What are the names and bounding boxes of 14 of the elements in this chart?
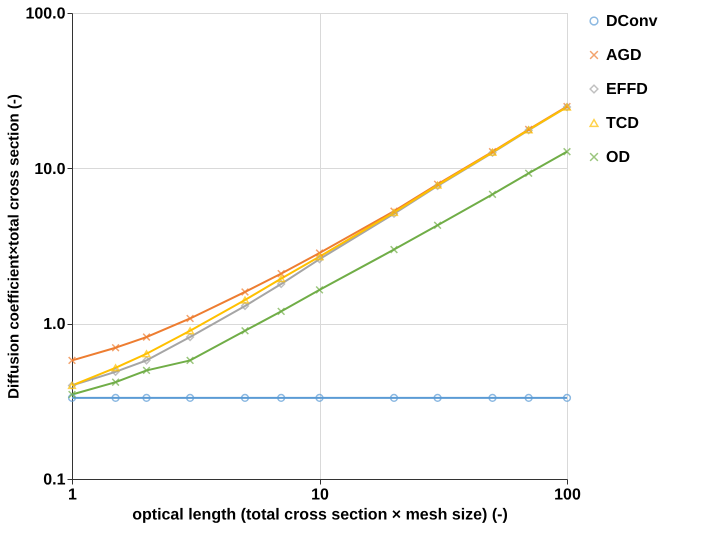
- legend-label: AGD: [606, 47, 642, 64]
- y-axis-title: Diffusion coefficient×total cross section (-): [5, 94, 22, 399]
- legend-label: OD: [606, 149, 630, 166]
- x-axis-title: optical length (total cross section × mesh size) (-): [132, 506, 508, 524]
- y-tick-label: 0.1: [43, 472, 66, 488]
- x-tick-label: 10: [311, 486, 329, 504]
- y-tick-label: 100.0: [25, 6, 66, 22]
- legend-label: TCD: [606, 115, 639, 132]
- x-tick-label: 1: [68, 486, 78, 504]
- legend-label: DConv: [606, 13, 658, 30]
- x-tick-label: 100: [554, 486, 581, 504]
- y-tick-label: 10.0: [34, 160, 66, 178]
- legend-label: EFFD: [606, 81, 648, 98]
- y-tick-label: 1.0: [43, 316, 66, 334]
